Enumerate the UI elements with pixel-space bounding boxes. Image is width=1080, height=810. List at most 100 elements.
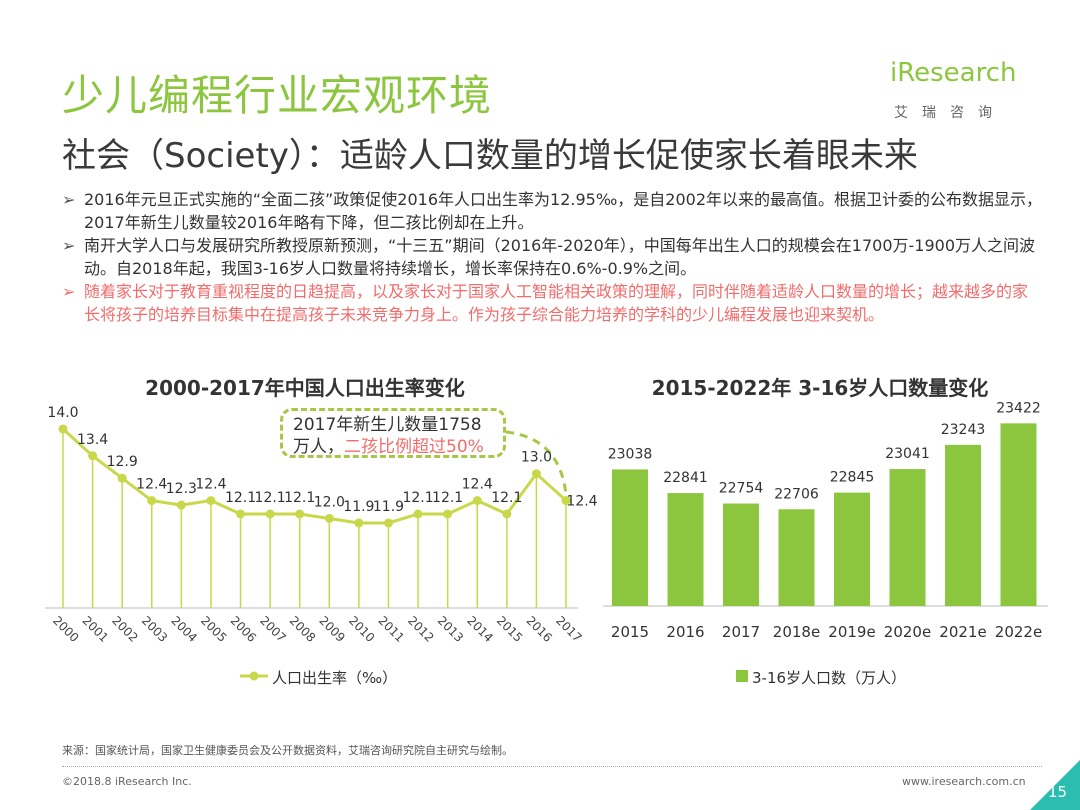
line-legend-label: 人口出生率（‰）: [272, 669, 398, 687]
data-label: 12.4: [566, 494, 597, 510]
bar-value-label: 22845: [830, 470, 875, 486]
callout-line-2: 万人，二孩比例超过50%: [293, 436, 493, 458]
bar-value-label: 23243: [941, 422, 986, 438]
line-chart-marks: [58, 424, 571, 608]
data-label: 11.9: [373, 499, 404, 515]
logo-tagline: 艾瑞咨询: [894, 105, 1006, 121]
data-label: 11.9: [343, 499, 374, 515]
copyright: ©2018.8 iResearch Inc.: [62, 775, 192, 788]
source-note: 来源：国家统计局，国家卫生健康委员会及公开数据资料，艾瑞咨询研究院自主研究与绘制…: [62, 744, 513, 757]
callout-box: 2017年新生儿数量1758 万人，二孩比例超过50%: [280, 408, 506, 458]
data-point: [324, 513, 334, 523]
bar-chart-title: 2015-2022年 3-16岁人口数量变化: [651, 376, 989, 400]
data-point: [502, 509, 512, 519]
data-point: [176, 500, 186, 510]
x-tick-label: 2005: [198, 613, 229, 644]
x-tick-label: 2013: [435, 613, 466, 644]
page-number: 15: [1048, 783, 1068, 801]
bar-value-label: 23041: [885, 446, 930, 462]
x-tick-label: 2015: [494, 613, 525, 644]
callout-connector: [505, 430, 568, 496]
x-tick-label: 2009: [316, 613, 347, 644]
data-label: 13.4: [77, 432, 108, 448]
bar-value-label: 23038: [608, 446, 653, 462]
data-label: 12.1: [491, 490, 522, 506]
bar-value-label: 22754: [719, 481, 764, 497]
logo-brand: iResearch: [890, 58, 1017, 88]
x-tick-label: 2002: [109, 613, 140, 644]
corner-triangle: [1030, 760, 1080, 810]
data-label: 12.3: [166, 481, 197, 497]
x-tick-label: 2017: [722, 623, 760, 641]
callout-line-1: 2017年新生儿数量1758: [293, 415, 482, 435]
arrow-bullet-icon: ➢: [62, 282, 76, 301]
data-point: [472, 496, 482, 506]
bar-chart-marks: [603, 423, 1048, 607]
data-label: 12.4: [195, 477, 226, 493]
page-title: 少儿编程行业宏观环境: [62, 71, 493, 120]
arrow-bullet-icon: ➢: [62, 190, 76, 209]
data-point: [354, 518, 364, 528]
callout-text: 万人，: [293, 437, 344, 457]
callout-highlight: 二孩比例超过50%: [344, 437, 484, 457]
data-point: [206, 496, 216, 506]
x-tick-label: 2000: [50, 613, 81, 644]
x-tick-label: 2017: [553, 613, 584, 644]
data-label: 12.4: [462, 477, 493, 493]
x-tick-label: 2018e: [773, 623, 820, 641]
data-label: 12.0: [314, 494, 345, 510]
x-tick-label: 2006: [228, 613, 259, 644]
data-point: [236, 509, 246, 519]
data-point: [413, 509, 423, 519]
bar: [889, 469, 926, 606]
x-tick-label: 2007: [257, 613, 288, 644]
data-point: [295, 509, 305, 519]
x-tick-label: 2011: [376, 613, 407, 644]
x-tick-label: 2001: [80, 613, 111, 644]
legend-line-marker: [249, 671, 259, 681]
page-subtitle: 社会（Society）：适龄人口数量的增长促使家长着眼未来: [62, 136, 918, 176]
legend-bar-swatch: [736, 670, 748, 682]
bar-value-label: 22706: [774, 486, 819, 502]
data-label: 12.1: [255, 490, 286, 506]
x-tick-label: 2015: [611, 623, 649, 641]
data-label: 12.1: [432, 490, 463, 506]
x-tick-label: 2010: [346, 613, 377, 644]
x-tick-label: 2004: [168, 613, 199, 644]
data-point: [383, 518, 393, 528]
x-tick-label: 2012: [405, 613, 436, 644]
legend-marks: [240, 670, 748, 682]
bullet-list: ➢ 2016年元旦正式实施的“全面二孩”政策促使2016年人口出生率为12.95…: [62, 188, 1042, 326]
bullet-item: ➢ 南开大学人口与发展研究所教授原新预测，“十三五”期间（2016年-2020年…: [62, 234, 1042, 280]
data-label: 12.9: [107, 454, 138, 470]
bullet-text: 随着家长对于教育重视程度的日趋提高，以及家长对于国家人工智能相关政策的理解，同时…: [84, 282, 1029, 324]
data-point: [147, 496, 157, 506]
x-tick-label: 2003: [139, 613, 170, 644]
bullet-text: 2016年元旦正式实施的“全面二孩”政策促使2016年人口出生率为12.95‰，…: [84, 190, 1043, 232]
bar: [834, 492, 870, 606]
x-tick-label: 2019e: [828, 623, 875, 641]
website-url: www.iresearch.com.cn: [902, 775, 1026, 788]
x-tick-label: 2020e: [884, 623, 931, 641]
bullet-item-highlight: ➢ 随着家长对于教育重视程度的日趋提高，以及家长对于国家人工智能相关政策的理解，…: [62, 280, 1042, 326]
bullet-item: ➢ 2016年元旦正式实施的“全面二孩”政策促使2016年人口出生率为12.95…: [62, 188, 1042, 234]
bar: [612, 469, 648, 606]
line-chart-title: 2000-2017年中国人口出生率变化: [145, 376, 465, 400]
data-label: 12.1: [284, 490, 315, 506]
bar-value-label: 23422: [996, 400, 1041, 416]
bar: [723, 503, 759, 606]
data-point: [443, 509, 453, 519]
data-label: 12.1: [225, 490, 256, 506]
x-tick-label: 2021e: [939, 623, 986, 641]
data-label: 12.4: [136, 477, 167, 493]
iresearch-logo: iResearch 艾瑞咨询: [890, 58, 1040, 128]
bar: [778, 509, 815, 606]
data-point: [117, 473, 127, 483]
bar-value-label: 22841: [663, 470, 708, 486]
data-point: [531, 469, 541, 479]
birth-rate-series-line: [61, 427, 568, 525]
data-label: 12.1: [402, 490, 433, 506]
arrow-bullet-icon: ➢: [62, 236, 76, 255]
data-point: [58, 424, 68, 434]
